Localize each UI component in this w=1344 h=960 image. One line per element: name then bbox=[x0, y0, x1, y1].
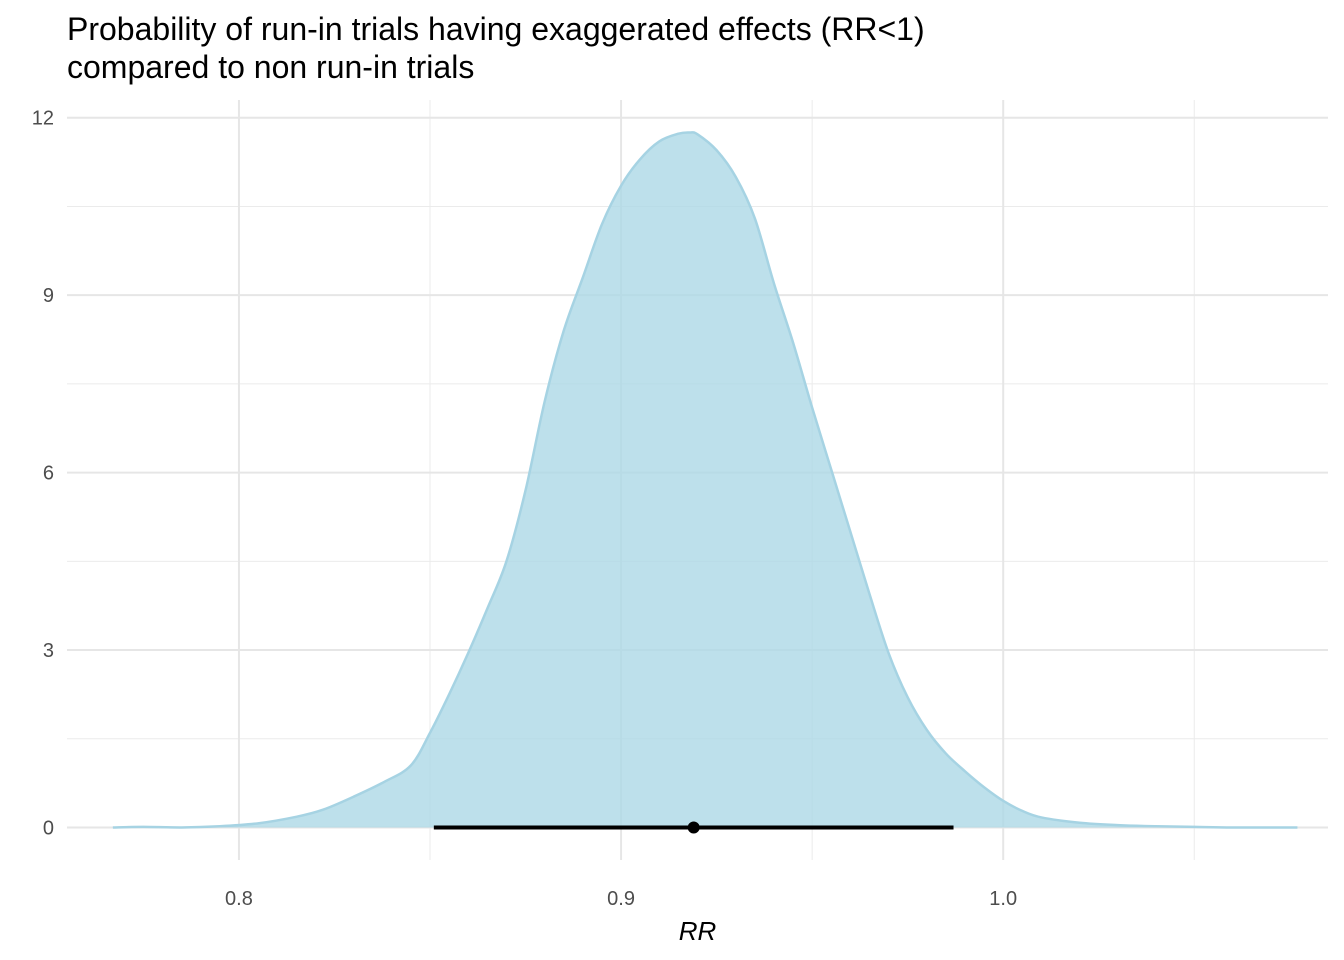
y-tick-label: 12 bbox=[32, 108, 54, 130]
x-tick-label: 0.9 bbox=[607, 888, 635, 910]
density-outline bbox=[112, 131, 1298, 829]
y-tick-label: 3 bbox=[43, 640, 54, 662]
x-tick-label: 1.0 bbox=[989, 888, 1017, 910]
chart-title: Probability of run-in trials having exag… bbox=[67, 10, 925, 86]
y-tick-label: 0 bbox=[43, 817, 54, 839]
x-tick-label: 0.8 bbox=[225, 888, 253, 910]
chart-title-line-2: compared to non run-in trials bbox=[67, 49, 475, 85]
point-estimate bbox=[687, 821, 700, 834]
y-tick-label: 6 bbox=[43, 463, 54, 485]
x-axis-title: RR bbox=[679, 916, 717, 946]
chart-title-line-1: Probability of run-in trials having exag… bbox=[67, 11, 925, 47]
y-tick-label: 9 bbox=[43, 285, 54, 307]
density-area bbox=[112, 132, 1298, 828]
